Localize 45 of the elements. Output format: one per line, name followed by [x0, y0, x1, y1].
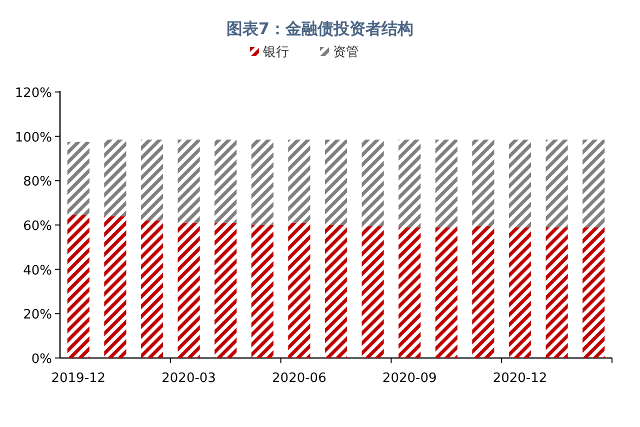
bar [435, 140, 458, 228]
chart-title: 图表7：金融债投资者结构 [226, 19, 414, 38]
bar [435, 227, 458, 358]
bar [324, 140, 348, 225]
y-tick-label: 40% [23, 263, 52, 278]
y-tick-label: 80% [23, 174, 52, 190]
bar [214, 222, 237, 358]
legend-label: 银行 [262, 45, 289, 60]
x-tick-label: 2020-09 [382, 371, 437, 386]
bar [251, 225, 274, 358]
bar [546, 227, 568, 358]
bar [508, 140, 532, 228]
bar [582, 227, 605, 358]
bar [362, 226, 384, 358]
bar [178, 222, 200, 358]
bar [104, 216, 126, 358]
bar [140, 140, 164, 221]
bar [582, 140, 605, 228]
x-tick-label: 2020-06 [272, 371, 326, 386]
bar [251, 140, 274, 225]
bar [67, 142, 90, 216]
legend-label: 资管 [333, 45, 359, 60]
bar [472, 226, 494, 358]
bar [288, 222, 310, 358]
x-tick-label: 2019-12 [51, 371, 106, 386]
bar [214, 140, 237, 223]
bar [324, 225, 348, 358]
bar [472, 140, 494, 226]
bar [288, 140, 310, 223]
bar [546, 140, 568, 228]
bar [140, 220, 164, 358]
y-tick-label: 120% [14, 86, 52, 101]
x-tick-label: 2020-03 [162, 371, 216, 386]
bar [508, 227, 532, 358]
bar [178, 140, 200, 223]
x-tick-label: 2020-12 [492, 371, 548, 386]
bar [67, 215, 90, 358]
y-tick-label: 60% [23, 219, 52, 234]
bar [398, 140, 421, 228]
bar [362, 140, 384, 226]
bar [398, 227, 421, 358]
y-tick-label: 0% [31, 352, 52, 367]
y-tick-label: 100% [14, 130, 52, 146]
y-tick-label: 20% [23, 308, 52, 323]
bar [104, 140, 126, 216]
